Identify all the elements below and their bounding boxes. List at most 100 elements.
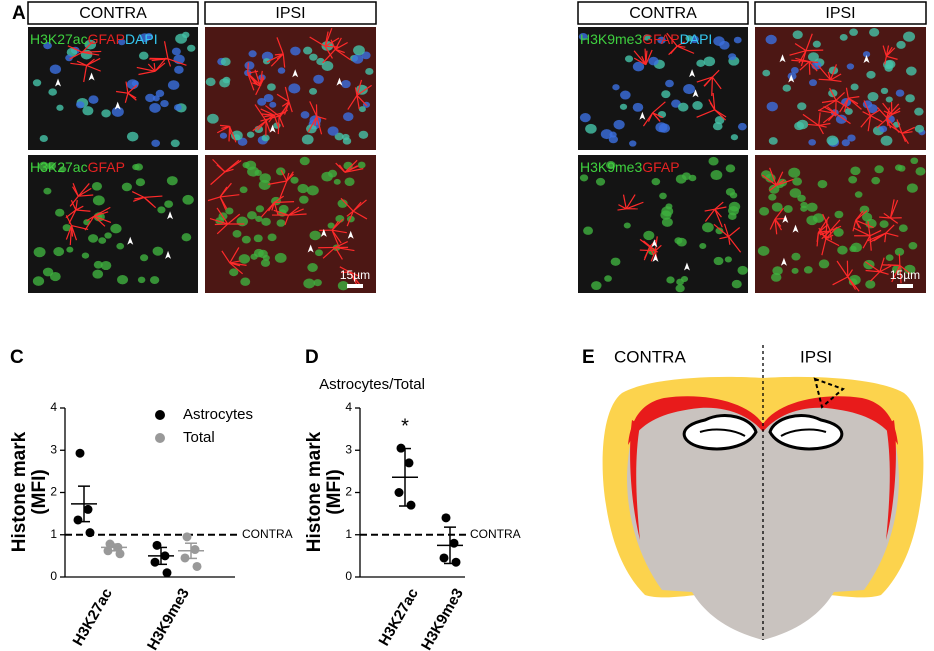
astrocyte-process <box>728 227 741 238</box>
astrocyte-process <box>276 37 284 55</box>
astrocyte-process <box>84 215 95 231</box>
nucleus <box>229 268 239 277</box>
astrocyte-process <box>265 105 280 117</box>
astrocyte-process <box>284 86 290 102</box>
astrocyte-process <box>696 109 715 118</box>
nucleus <box>809 79 817 87</box>
nucleus <box>91 181 103 191</box>
nucleus <box>715 227 724 235</box>
astrocyte-process <box>72 186 79 197</box>
astrocyte-process <box>322 48 336 64</box>
nucleus <box>906 183 918 193</box>
nucleus <box>167 80 180 90</box>
corpus-callosum <box>628 396 763 445</box>
nucleus <box>300 111 310 119</box>
nucleus <box>803 266 813 274</box>
astrocyte-process <box>163 41 169 59</box>
astrocyte-process <box>229 262 247 266</box>
nucleus <box>880 87 889 95</box>
astrocyte-process <box>891 265 901 283</box>
nucleus <box>791 267 799 274</box>
astrocyte-process <box>212 158 226 173</box>
astrocyte-process <box>331 229 347 234</box>
nucleus <box>101 109 111 118</box>
nucleus <box>897 165 906 172</box>
astrocyte-process <box>822 112 836 124</box>
astrocyte-process <box>81 40 94 53</box>
nucleus <box>796 119 809 130</box>
astrocyte-process <box>331 229 339 246</box>
astrocyte-process <box>625 194 636 210</box>
astrocyte-process <box>704 208 716 222</box>
nucleus <box>619 103 628 110</box>
y-tick-label: 3 <box>345 442 352 456</box>
nucleus <box>269 101 277 108</box>
nucleus <box>807 52 819 62</box>
y-axis-label: Histone mark <box>304 431 325 552</box>
nucleus <box>309 230 321 241</box>
astrocyte-process <box>855 219 874 229</box>
astrocyte-process <box>879 271 889 275</box>
nucleus <box>657 36 666 44</box>
nucleus <box>648 56 659 66</box>
nucleus <box>353 45 365 56</box>
astrocyte-process <box>280 169 288 182</box>
astrocyte-process <box>789 50 807 56</box>
astrocyte-process <box>273 202 279 216</box>
stain-name: GFAP <box>642 31 679 47</box>
nucleus <box>661 217 673 227</box>
astrocyte-process <box>829 219 841 232</box>
astrocyte-process <box>711 69 720 78</box>
astrocyte-process <box>356 95 368 107</box>
nucleus <box>730 134 739 141</box>
nucleus <box>135 178 146 187</box>
astrocyte-process <box>82 50 102 53</box>
astrocyte-process <box>82 51 100 56</box>
nucleus <box>866 70 876 79</box>
hippocampus-line <box>699 428 746 437</box>
astrocyte-process <box>821 99 837 104</box>
stain-name: DAPI <box>680 31 713 47</box>
nucleus <box>98 237 107 244</box>
nucleus <box>121 182 132 192</box>
astrocyte-process <box>723 223 730 237</box>
arrowhead <box>863 54 870 63</box>
astrocyte-process <box>852 220 857 232</box>
astrocyte-process <box>719 236 729 240</box>
astrocyte-process <box>229 126 237 143</box>
nucleus <box>92 269 104 279</box>
nucleus <box>714 116 725 125</box>
astrocyte-process <box>277 116 280 135</box>
panel-label: E <box>582 347 595 368</box>
nucleus <box>138 51 149 60</box>
astrocyte-process <box>776 178 794 186</box>
nucleus <box>579 113 591 123</box>
nucleus <box>342 112 354 122</box>
astrocyte-process <box>86 64 101 72</box>
brain-inner <box>627 400 763 640</box>
astrocyte-process <box>70 225 78 241</box>
nucleus <box>655 122 668 133</box>
y-axis-label: Histone mark <box>9 431 30 552</box>
y-tick-label: 4 <box>50 400 57 414</box>
nucleus <box>837 245 848 255</box>
nucleus <box>725 164 736 173</box>
astrocyte-process <box>853 227 871 237</box>
astrocyte-process <box>136 66 156 72</box>
astrocyte-process <box>77 187 92 197</box>
nucleus <box>789 188 802 198</box>
nucleus <box>182 194 194 205</box>
nucleus <box>867 92 879 102</box>
scale-bar-label: 15µm <box>890 268 920 282</box>
astrocyte-process <box>68 209 77 224</box>
nucleus <box>879 220 889 228</box>
astrocyte-process <box>703 76 713 87</box>
nucleus <box>301 134 314 145</box>
hippocampus <box>682 414 758 451</box>
nucleus <box>225 207 234 215</box>
astrocyte-process <box>885 232 899 237</box>
astrocyte-process <box>622 194 627 209</box>
nucleus <box>733 36 742 44</box>
astrocyte-process <box>712 92 716 110</box>
nucleus <box>871 176 881 185</box>
